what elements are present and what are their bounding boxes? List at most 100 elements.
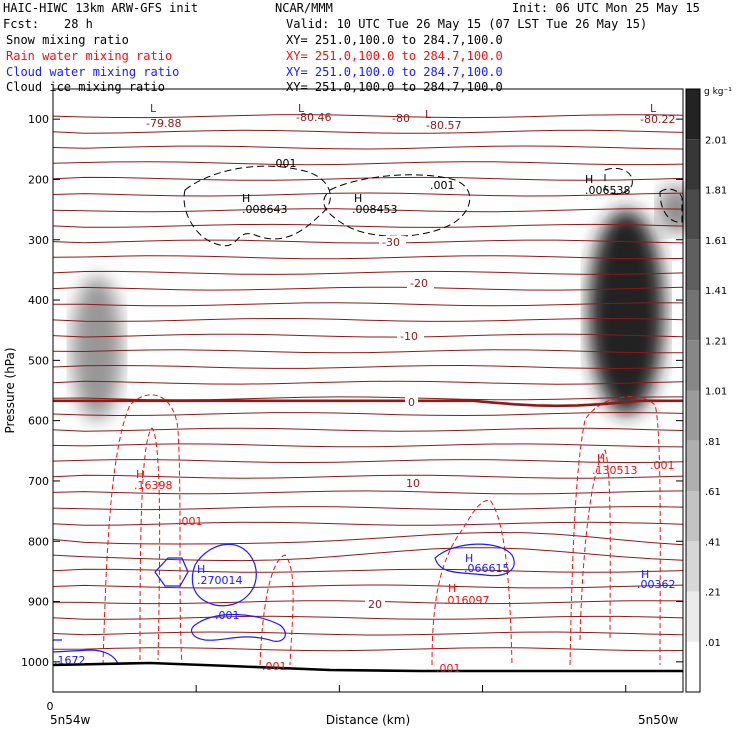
isotherm-7: [52, 223, 684, 228]
colorbar-cell-4: [686, 440, 700, 491]
init-time: Init: 06 UTC Mon 25 May 15: [512, 1, 700, 15]
rain-contour-label-0: .001: [178, 515, 203, 528]
colorbar-frame: [685, 88, 701, 693]
field-name-snow: Snow mixing ratio: [6, 33, 129, 47]
colorbar-unit: g kg⁻¹: [704, 87, 732, 97]
isotherm-8: [52, 239, 684, 244]
cloud-max-value-2: .00362: [637, 578, 676, 591]
isotherm-2: [52, 145, 684, 150]
y-tick-label-1: 200: [28, 173, 49, 186]
colorbar-cell-8: [686, 239, 700, 290]
y-axis-label: Pressure (hPa): [3, 347, 17, 433]
isotherm-17: [52, 380, 684, 385]
y-tick-label-4: 500: [28, 354, 49, 367]
rain-contour-5: [579, 448, 611, 641]
rain-max-value-1: .130513: [592, 464, 638, 477]
colorbar-cell-7: [686, 290, 700, 341]
isotherm-28: [52, 547, 684, 562]
colorbar-cell-6: [686, 340, 700, 391]
isotherm-23: [52, 474, 684, 479]
cloud-contour-2: [191, 613, 286, 642]
cloud-contour-1: [154, 557, 189, 587]
fcst-label: Fcst:: [3, 17, 40, 31]
isotherm-29: [52, 568, 684, 573]
isotherm-21: [52, 443, 684, 448]
isotherm-15: [52, 349, 683, 354]
isotherm-1: [52, 129, 684, 134]
isotherm-label-bg-4: [403, 477, 423, 489]
rain-contour-4: [569, 396, 661, 666]
y-tick-label-0: 100: [28, 113, 49, 126]
x-tick-label-0: 0: [47, 700, 54, 713]
fcst-value: 28 h: [64, 17, 93, 31]
ice-contour-0: [183, 165, 331, 247]
y-tick-label-7: 800: [28, 535, 49, 548]
ice-contour-2: [604, 167, 633, 195]
ice-max-value-1: .008453: [352, 203, 398, 216]
cloud-contour-4: [52, 639, 119, 665]
isotherm-label-0: -30: [382, 236, 400, 249]
isotherm-5: [52, 192, 684, 197]
rain-max-value-2: .016097: [444, 594, 490, 607]
isotherm-19: [52, 411, 684, 417]
y-tick-label-5: 600: [28, 415, 49, 428]
cloud-contour-0: [191, 543, 257, 607]
snow-shading-layer: [71, 185, 696, 421]
colorbar-label-4: 1.21: [705, 336, 727, 347]
isotherm-12: [53, 302, 684, 307]
cloud-max-marker-0: H: [197, 563, 205, 576]
org-label: NCAR/MMM: [275, 1, 333, 15]
cloud-contour-label-0: .001: [215, 609, 240, 622]
field-xy-rain: XY= 251.0,100.0 to 284.7,100.0: [286, 49, 503, 63]
cloud-contour-label-1: .1672: [54, 654, 86, 667]
isotherm-4: [52, 176, 684, 181]
colorbar-label-8: .41: [705, 537, 721, 548]
isotherm-30: [52, 584, 684, 589]
colorbar-label-6: .81: [705, 437, 721, 448]
isotherm-27: [52, 531, 684, 546]
ice-max-value-0: .008643: [242, 203, 288, 216]
isotherm-11: [52, 286, 684, 291]
colorbar: 2.01 1.81 1.61 1.41 1.21 1.01 .81 .61 .41 .21 .01 g…: [685, 87, 732, 693]
colorbar-label-0: 2.01: [705, 135, 727, 146]
ice-contour-3: [659, 188, 683, 223]
isotherm-13: [52, 317, 684, 322]
colorbar-label-5: 1.01: [705, 387, 727, 398]
isotherm-label-2: -10: [400, 330, 418, 343]
plot-axes: 1002003004005006007008009001000Pressure …: [3, 88, 684, 727]
rain-contour-0: [102, 394, 183, 666]
isotherm-label-4: 10: [406, 477, 420, 490]
rain-contour-label-1: .001: [650, 459, 675, 472]
y-tick-label-9: 1000: [21, 656, 49, 669]
isotherm-18: [52, 396, 684, 401]
low-marker-3: L: [650, 102, 657, 115]
cloud-ice-contours: [183, 165, 683, 247]
colorbar-label-7: .61: [705, 487, 721, 498]
rain-max-marker-2: H: [448, 582, 456, 595]
cloud-max-marker-2: H: [641, 568, 649, 581]
isotherm-label-bg-2: [397, 330, 424, 342]
low-value-3: -80.22: [640, 113, 675, 126]
colorbar-label-1: 1.81: [705, 186, 727, 197]
colorbar-cell-5: [686, 390, 700, 441]
isotherm-34: [52, 647, 684, 652]
rain-contour-1: [139, 427, 161, 661]
colorbar-cell-9: [686, 189, 700, 240]
isotherm-0: [52, 114, 684, 119]
ice-contour-label-1: .001: [430, 179, 455, 192]
isotherm-33: [52, 631, 684, 636]
cloud-water-contours: [52, 543, 515, 665]
isotherm-6: [52, 208, 684, 213]
ice-contour-label-0: .001: [272, 157, 297, 170]
isotherm-20: [52, 427, 684, 432]
colorbar-label-3: 1.41: [705, 286, 727, 297]
isotherm-10: [52, 270, 684, 275]
y-tick-label-6: 700: [28, 475, 49, 488]
plot-frame: [52, 88, 684, 693]
rain-max-marker-0: H: [136, 468, 144, 481]
snow-shade-0: [71, 275, 123, 421]
low-marker-2: L: [425, 108, 432, 121]
ice-max-marker-0: H: [242, 192, 250, 205]
rain-contour-label-3: .001: [436, 662, 461, 675]
